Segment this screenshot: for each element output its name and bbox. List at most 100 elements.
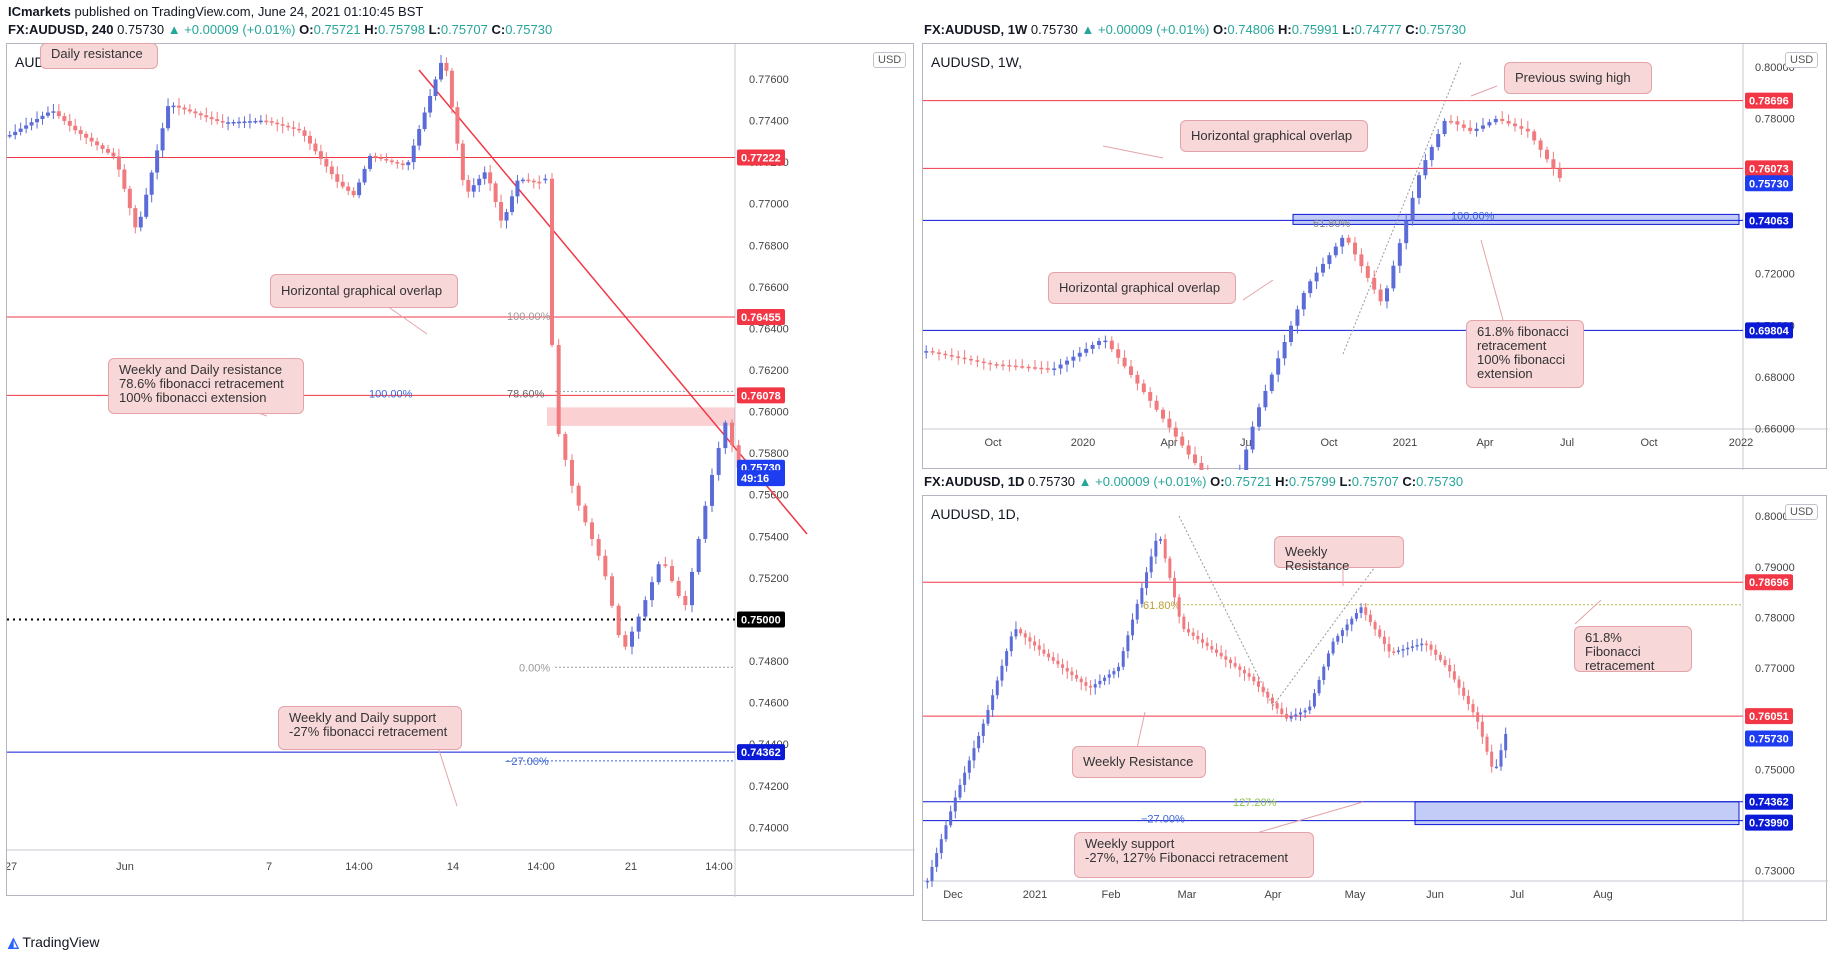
w1-candle	[1090, 344, 1095, 349]
w1-candle	[1263, 390, 1268, 408]
w1-currency-button[interactable]: USD	[1785, 52, 1819, 68]
d1-candle	[1215, 649, 1218, 653]
d1-candle	[1289, 716, 1293, 719]
h4-y-tick: 0.76200	[749, 365, 789, 377]
d1-candle	[1368, 614, 1372, 623]
d1-candle	[1061, 664, 1065, 668]
d1-candle	[1373, 622, 1377, 630]
w1-candle	[956, 356, 961, 358]
d1-candle	[1331, 641, 1335, 654]
h4-candle	[395, 162, 400, 164]
w1-candle	[1551, 159, 1556, 169]
d1-candle	[1065, 667, 1069, 672]
w1-y-tick: 0.78000	[1755, 114, 1795, 126]
tradingview-logo[interactable]: ◭ TradingView	[8, 934, 99, 951]
w1-candle	[1333, 246, 1338, 256]
h4-candle	[269, 121, 274, 123]
w1-candle	[962, 357, 967, 360]
h4-candle	[716, 448, 721, 475]
w1-candle	[1468, 127, 1473, 132]
h4-candle	[351, 190, 356, 196]
w1-candle	[1346, 237, 1351, 243]
h4-candle	[7, 135, 12, 137]
w1-candle	[1180, 436, 1185, 446]
d1-candle	[1191, 632, 1195, 636]
d1-candle	[1340, 630, 1344, 636]
d1-candle	[1406, 647, 1410, 650]
brand: ICmarkets	[8, 4, 71, 19]
h4-candle	[149, 172, 154, 195]
h4-candle	[24, 125, 29, 129]
h4-fib-label: 0.00%	[519, 662, 550, 674]
d1-candle	[1051, 657, 1055, 661]
w1-x-tick: Jul	[1240, 437, 1254, 449]
w1-candle	[1250, 426, 1255, 450]
w1-chart[interactable]: 0.800000.780000.720000.700000.680000.660…	[923, 44, 1828, 470]
h4-price-tag	[737, 387, 785, 404]
w1-candle	[1525, 128, 1530, 132]
d1-candle	[1462, 687, 1466, 696]
h4-annotation-weekly-daily-resistance: Weekly and Daily resistance 78.6% fibona…	[108, 358, 304, 414]
w1-candle	[1532, 131, 1537, 141]
w1-candle	[1148, 392, 1153, 401]
d1-candle	[986, 709, 990, 724]
h4-candle	[209, 117, 214, 120]
w1-candle	[1033, 367, 1037, 369]
d1-candle	[1438, 654, 1442, 660]
w1-chart-panel[interactable]: 0.800000.780000.720000.700000.680000.660…	[922, 43, 1828, 470]
h4-currency-button[interactable]: USD	[873, 52, 907, 68]
h4-candle	[650, 582, 654, 601]
h4-y-tick: 0.74000	[749, 822, 789, 834]
h4-candle	[329, 166, 334, 175]
h4-candle	[630, 631, 634, 647]
d1-currency-button[interactable]: USD	[1785, 504, 1819, 520]
h4-callout-pointer	[436, 743, 458, 807]
d1-candle	[1112, 671, 1116, 675]
h4-candle	[318, 151, 323, 159]
w1-candle	[930, 351, 935, 353]
h4-y-tick: 0.77400	[749, 116, 789, 128]
h4-candle	[543, 178, 548, 181]
d1-candle	[944, 825, 948, 840]
h4-price-tag	[737, 611, 785, 628]
d1-candle	[1429, 644, 1433, 650]
h4-candle	[583, 505, 588, 523]
h4-open: 0.75721	[313, 22, 361, 37]
w1-y-tick: 0.72000	[1755, 269, 1795, 281]
d1-candle	[1107, 674, 1111, 678]
d1-candle	[1233, 663, 1237, 667]
w1-candle	[1052, 368, 1057, 370]
w1-candle	[1506, 120, 1511, 124]
w1-open: 0.74806	[1227, 22, 1275, 37]
w1-candle	[1135, 374, 1140, 384]
h4-candle	[556, 345, 561, 435]
d1-candle	[1359, 607, 1363, 614]
w1-candle	[1397, 243, 1402, 266]
w1-candle	[1557, 168, 1562, 179]
h4-x-tick: 14:00	[345, 861, 373, 873]
w1-x-tick: 2022	[1729, 437, 1753, 449]
h4-candle	[616, 605, 621, 636]
h4-candle	[389, 160, 394, 163]
d1-candle	[1182, 616, 1186, 630]
w1-price: 0.75730	[1030, 22, 1078, 37]
h4-candle	[603, 555, 608, 577]
d1-candle	[1294, 714, 1298, 717]
h4-chart-panel[interactable]: 0.776000.774000.772000.770000.768000.766…	[6, 43, 915, 897]
h4-candle	[373, 155, 378, 158]
w1-candle	[975, 360, 980, 362]
d1-y-tick: 0.73000	[1755, 866, 1795, 878]
h4-candle	[84, 133, 89, 138]
h4-chart[interactable]: 0.776000.774000.772000.770000.768000.766…	[7, 44, 915, 897]
d1-candle	[1434, 649, 1438, 655]
d1-candle	[1140, 588, 1144, 604]
d1-chart[interactable]: 0.80000 0.79000 0.78000 0.77000 0.75000 0.730…	[923, 496, 1828, 922]
w1-high: 0.75991	[1291, 22, 1339, 37]
w1-candle	[981, 361, 986, 364]
d1-candle	[1401, 649, 1405, 651]
d1-candle	[1219, 652, 1223, 657]
w1-candle	[1500, 118, 1505, 121]
w1-x-tick: Oct	[1320, 437, 1337, 449]
w1-price-tag	[1745, 160, 1793, 177]
h4-candle	[690, 572, 694, 606]
